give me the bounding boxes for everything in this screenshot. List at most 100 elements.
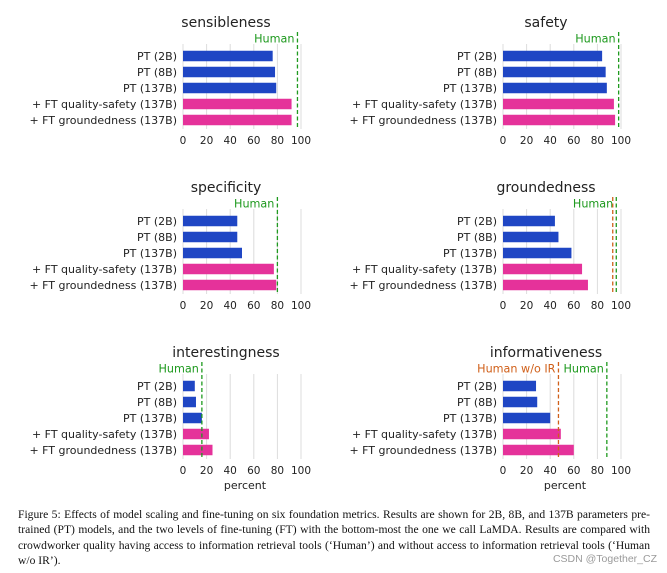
bar-groundedness-1 — [503, 231, 559, 243]
tick-label: 0 — [500, 300, 507, 312]
tick-label: 0 — [500, 135, 507, 147]
category-label: PT (8B) — [137, 396, 177, 409]
chart-safety: PT (2B) PT (8B) PT (137B) + FT quality-safe… — [349, 15, 631, 147]
tick-label: 100 — [291, 300, 311, 312]
tick-label: 60 — [567, 135, 580, 147]
bar-groundedness-0 — [503, 215, 555, 227]
tick-label: 20 — [200, 300, 213, 312]
category-label: + FT groundedness (137B) — [29, 279, 177, 292]
category-label: PT (137B) — [123, 82, 177, 95]
chart-title: sensibleness — [181, 15, 270, 31]
tick-label: 20 — [200, 135, 213, 147]
category-label: PT (137B) — [123, 412, 177, 425]
chart-title: groundedness — [496, 180, 595, 196]
category-label: PT (2B) — [457, 50, 497, 63]
tick-label: 80 — [271, 465, 284, 477]
category-label: PT (2B) — [137, 215, 177, 228]
chart-title: interestingness — [172, 345, 279, 361]
tick-label: 40 — [224, 135, 237, 147]
category-label: + FT groundedness (137B) — [29, 114, 177, 127]
bar-sensibleness-1 — [183, 66, 276, 78]
chart-informativeness: PT (2B) PT (8B) PT (137B) + FT quality-safe… — [349, 345, 631, 492]
reference-label: Human — [563, 363, 603, 376]
category-label: PT (137B) — [443, 82, 497, 95]
tick-label: 60 — [247, 465, 260, 477]
tick-label: 0 — [180, 300, 187, 312]
bar-safety-0 — [503, 50, 603, 62]
tick-label: 40 — [544, 135, 557, 147]
bar-informativeness-4 — [503, 444, 574, 456]
category-label: PT (137B) — [123, 247, 177, 260]
reference-label: Human — [159, 363, 199, 376]
bar-groundedness-4 — [503, 279, 588, 291]
tick-label: 40 — [544, 465, 557, 477]
category-label: + FT quality-safety (137B) — [32, 263, 177, 276]
tick-label: 40 — [544, 300, 557, 312]
bar-specificity-2 — [183, 247, 242, 259]
tick-label: 100 — [611, 300, 631, 312]
chart-interestingness: PT (2B) PT (8B) PT (137B) + FT quality-safe… — [29, 345, 311, 492]
tick-label: 0 — [180, 465, 187, 477]
tick-label: 100 — [291, 135, 311, 147]
tick-label: 40 — [224, 465, 237, 477]
chart-title: informativeness — [490, 345, 602, 361]
bar-interestingness-2 — [183, 412, 202, 424]
tick-label: 60 — [567, 300, 580, 312]
tick-label: 80 — [591, 465, 604, 477]
chart-sensibleness: PT (2B) PT (8B) PT (137B) + FT quality-safe… — [29, 15, 311, 147]
tick-label: 0 — [180, 135, 187, 147]
bar-informativeness-1 — [503, 396, 538, 408]
tick-label: 60 — [247, 135, 260, 147]
figure-caption: Figure 5: Effects of model scaling and f… — [18, 508, 650, 568]
bar-sensibleness-4 — [183, 114, 292, 126]
bar-informativeness-0 — [503, 380, 537, 392]
figure-charts: PT (2B) PT (8B) PT (137B) + FT quality-safe… — [29, 15, 631, 492]
category-label: + FT groundedness (137B) — [349, 279, 497, 292]
bar-sensibleness-3 — [183, 98, 292, 110]
bar-interestingness-3 — [183, 428, 209, 440]
category-label: PT (2B) — [457, 215, 497, 228]
category-label: + FT quality-safety (137B) — [352, 428, 497, 441]
chart-title: specificity — [191, 180, 262, 196]
bar-safety-2 — [503, 82, 607, 94]
category-label: PT (8B) — [457, 396, 497, 409]
reference-label: Human — [573, 198, 613, 211]
x-axis-label: percent — [544, 479, 587, 492]
bar-informativeness-2 — [503, 412, 551, 424]
chart-title: safety — [524, 15, 567, 31]
category-label: + FT quality-safety (137B) — [32, 428, 177, 441]
chart-specificity: PT (2B) PT (8B) PT (137B) + FT quality-safe… — [29, 180, 311, 312]
tick-label: 60 — [247, 300, 260, 312]
category-label: PT (8B) — [457, 231, 497, 244]
tick-label: 20 — [520, 300, 533, 312]
tick-label: 80 — [591, 135, 604, 147]
category-label: PT (137B) — [443, 412, 497, 425]
reference-label: Human — [234, 198, 274, 211]
category-label: + FT groundedness (137B) — [349, 444, 497, 457]
watermark-text: CSDN @Together_CZ — [550, 553, 659, 565]
tick-label: 100 — [611, 135, 631, 147]
category-label: PT (2B) — [137, 380, 177, 393]
reference-label: Human — [575, 33, 615, 46]
tick-label: 20 — [200, 465, 213, 477]
bar-specificity-4 — [183, 279, 277, 291]
bar-specificity-0 — [183, 215, 238, 227]
category-label: + FT groundedness (137B) — [349, 114, 497, 127]
bar-specificity-3 — [183, 263, 274, 275]
category-label: PT (8B) — [457, 66, 497, 79]
tick-label: 100 — [291, 465, 311, 477]
bar-safety-3 — [503, 98, 614, 110]
bar-specificity-1 — [183, 231, 238, 243]
tick-label: 0 — [500, 465, 507, 477]
category-label: PT (8B) — [137, 231, 177, 244]
category-label: PT (8B) — [137, 66, 177, 79]
bar-groundedness-3 — [503, 263, 583, 275]
category-label: PT (2B) — [457, 380, 497, 393]
tick-label: 80 — [591, 300, 604, 312]
tick-label: 80 — [271, 135, 284, 147]
bar-interestingness-4 — [183, 444, 213, 456]
tick-label: 20 — [520, 465, 533, 477]
reference-label: Human w/o IR — [477, 363, 556, 376]
tick-label: 40 — [224, 300, 237, 312]
bar-safety-1 — [503, 66, 606, 78]
